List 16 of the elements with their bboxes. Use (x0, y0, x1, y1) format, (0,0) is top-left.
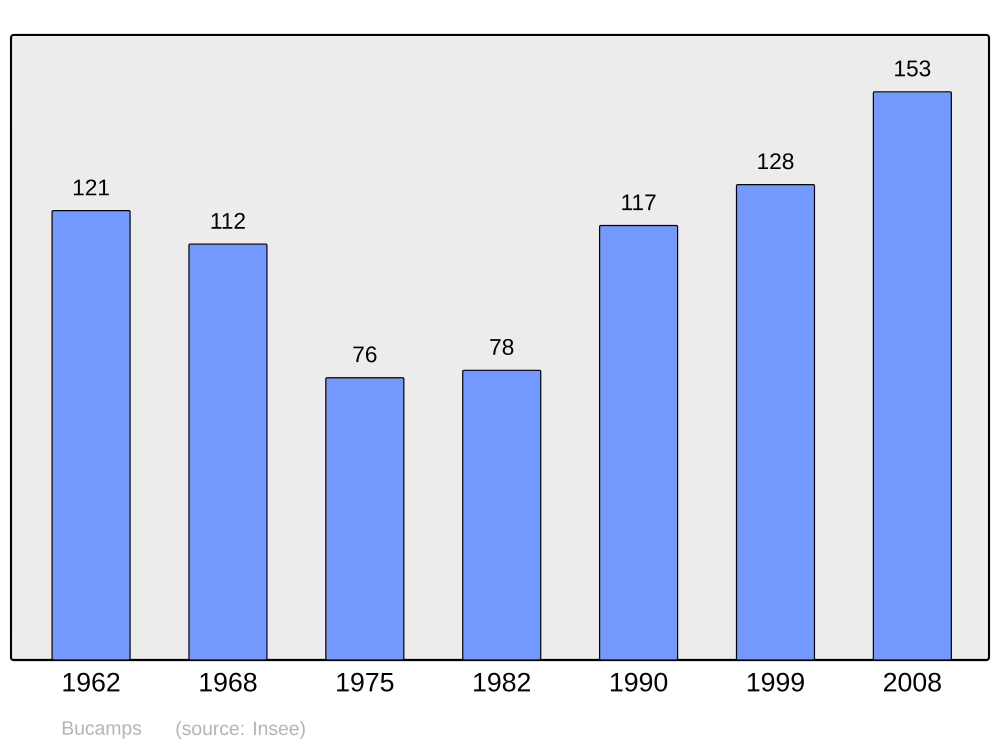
data-label: 117 (622, 194, 656, 210)
x-tick-label: 2008 (884, 672, 941, 692)
x-tick-label: 1990 (610, 672, 668, 692)
x-tick-label: 1962 (63, 672, 120, 692)
x-tick-label: 1968 (200, 672, 256, 692)
data-label: 76 (353, 346, 376, 362)
data-label: 112 (212, 212, 245, 229)
data-label: 121 (74, 179, 109, 196)
x-tick-label: 1982 (474, 672, 530, 692)
text: Bucamps (62, 721, 142, 739)
x-tick-label: 1975 (337, 672, 394, 692)
data-label: 128 (758, 153, 794, 170)
x-tick-label: 1999 (748, 672, 804, 692)
data-label: 153 (895, 60, 930, 76)
data-label: 78 (490, 338, 514, 355)
text: (source: Insee) (176, 720, 305, 740)
